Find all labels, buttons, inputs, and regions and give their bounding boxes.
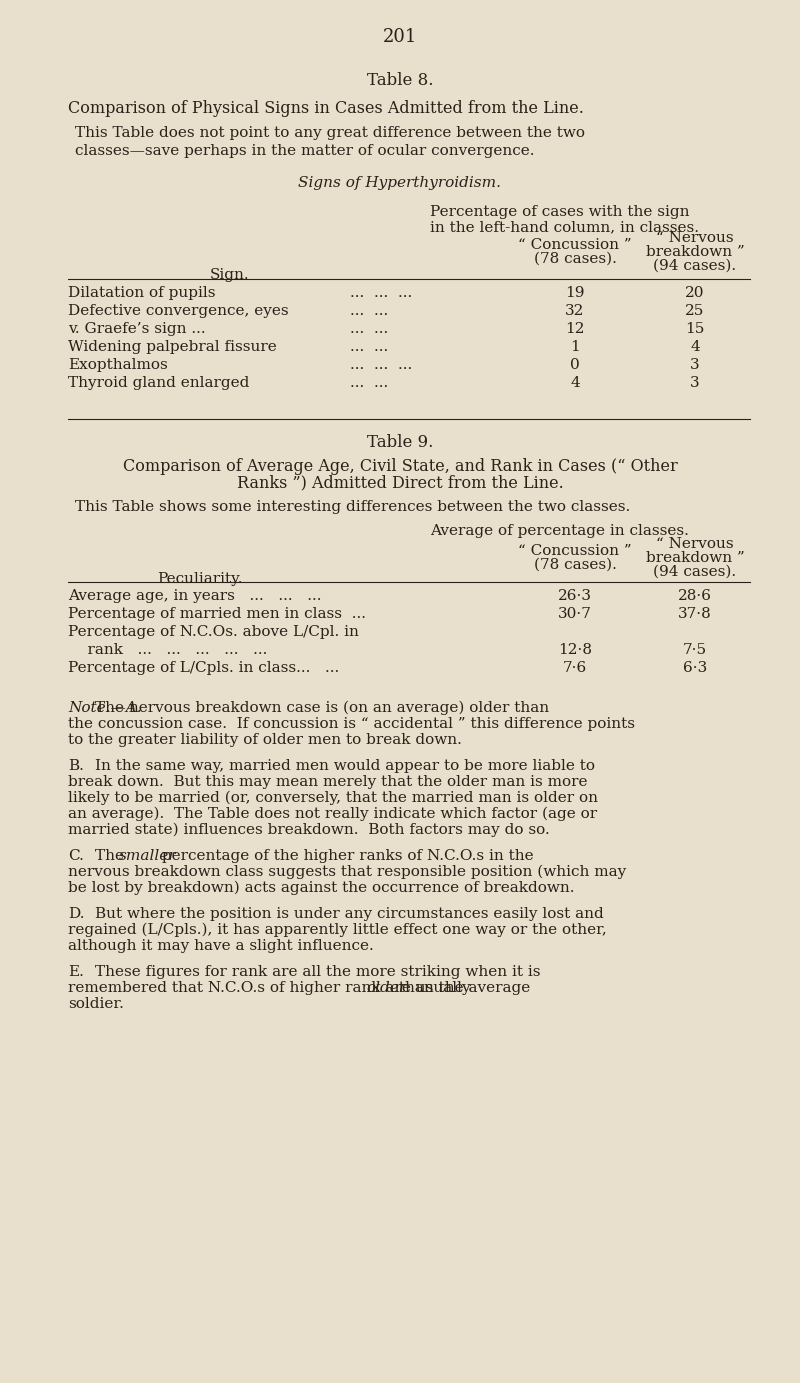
Text: Ranks ”) Admitted Direct from the Line.: Ranks ”) Admitted Direct from the Line.	[237, 474, 563, 491]
Text: 15: 15	[686, 322, 705, 336]
Text: 7·5: 7·5	[683, 643, 707, 657]
Text: v. Graefe’s sign ...: v. Graefe’s sign ...	[68, 322, 206, 336]
Text: 32: 32	[566, 304, 585, 318]
Text: 12·8: 12·8	[558, 643, 592, 657]
Text: rank   ...   ...   ...   ...   ...: rank ... ... ... ... ...	[68, 643, 267, 657]
Text: Percentage of N.C.Os. above L/Cpl. in: Percentage of N.C.Os. above L/Cpl. in	[68, 625, 359, 639]
Text: ...  ...: ... ...	[350, 340, 388, 354]
Text: Dilatation of pupils: Dilatation of pupils	[68, 286, 215, 300]
Text: Comparison of Physical Signs in Cases Admitted from the Line.: Comparison of Physical Signs in Cases Ad…	[68, 100, 584, 118]
Text: 12: 12	[566, 322, 585, 336]
Text: This Table shows some interesting differences between the two classes.: This Table shows some interesting differ…	[75, 501, 630, 514]
Text: “ Concussion ”: “ Concussion ”	[518, 238, 632, 252]
Text: “ Nervous: “ Nervous	[656, 537, 734, 550]
Text: break down.  But this may mean merely that the older man is more: break down. But this may mean merely tha…	[68, 774, 587, 788]
Text: 4: 4	[690, 340, 700, 354]
Text: 201: 201	[383, 28, 417, 46]
Text: The nervous breakdown case is (on an average) older than: The nervous breakdown case is (on an ave…	[95, 701, 549, 715]
Text: 37·8: 37·8	[678, 607, 712, 621]
Text: (78 cases).: (78 cases).	[534, 557, 617, 573]
Text: Thyroid gland enlarged: Thyroid gland enlarged	[68, 376, 250, 390]
Text: smaller: smaller	[118, 849, 176, 863]
Text: ...  ...: ... ...	[350, 376, 388, 390]
Text: 28·6: 28·6	[678, 589, 712, 603]
Text: regained (L/Cpls.), it has apparently little effect one way or the other,: regained (L/Cpls.), it has apparently li…	[68, 922, 606, 938]
Text: 1: 1	[570, 340, 580, 354]
Text: soldier.: soldier.	[68, 997, 124, 1011]
Text: Peculiarity.: Peculiarity.	[158, 573, 242, 586]
Text: B.: B.	[68, 759, 84, 773]
Text: Percentage of L/Cpls. in class...   ...: Percentage of L/Cpls. in class... ...	[68, 661, 339, 675]
Text: (94 cases).: (94 cases).	[654, 259, 737, 272]
Text: ...  ...: ... ...	[350, 322, 388, 336]
Text: 3: 3	[690, 358, 700, 372]
Text: D.: D.	[68, 907, 85, 921]
Text: nervous breakdown class suggests that responsible position (which may: nervous breakdown class suggests that re…	[68, 864, 626, 880]
Text: although it may have a slight influence.: although it may have a slight influence.	[68, 939, 374, 953]
Text: In the same way, married men would appear to be more liable to: In the same way, married men would appea…	[95, 759, 595, 773]
Text: 7·6: 7·6	[563, 661, 587, 675]
Text: (94 cases).: (94 cases).	[654, 566, 737, 579]
Text: 0: 0	[570, 358, 580, 372]
Text: 26·3: 26·3	[558, 589, 592, 603]
Text: 6·3: 6·3	[683, 661, 707, 675]
Text: 30·7: 30·7	[558, 607, 592, 621]
Text: Exopthalmos: Exopthalmos	[68, 358, 168, 372]
Text: Average of percentage in classes.: Average of percentage in classes.	[430, 524, 689, 538]
Text: to the greater liability of older men to break down.: to the greater liability of older men to…	[68, 733, 462, 747]
Text: C.: C.	[68, 849, 84, 863]
Text: 19: 19	[566, 286, 585, 300]
Text: Comparison of Average Age, Civil State, and Rank in Cases (“ Other: Comparison of Average Age, Civil State, …	[122, 458, 678, 474]
Text: Percentage of cases with the sign: Percentage of cases with the sign	[430, 205, 690, 219]
Text: E.: E.	[68, 965, 84, 979]
Text: “ Concussion ”: “ Concussion ”	[518, 544, 632, 557]
Text: 4: 4	[570, 376, 580, 390]
Text: in the left-hand column, in classes.: in the left-hand column, in classes.	[430, 220, 699, 234]
Text: 20: 20	[686, 286, 705, 300]
Text: Widening palpebral fissure: Widening palpebral fissure	[68, 340, 277, 354]
Text: remembered that N.C.O.s of higher rank are usually: remembered that N.C.O.s of higher rank a…	[68, 981, 475, 994]
Text: The: The	[95, 849, 129, 863]
Text: married state) influences breakdown.  Both factors may do so.: married state) influences breakdown. Bot…	[68, 823, 550, 837]
Text: ...  ...  ...: ... ... ...	[350, 286, 412, 300]
Text: Average age, in years   ...   ...   ...: Average age, in years ... ... ...	[68, 589, 322, 603]
Text: Signs of Hyperthyroidism.: Signs of Hyperthyroidism.	[298, 176, 502, 189]
Text: This Table does not point to any great difference between the two: This Table does not point to any great d…	[75, 126, 585, 140]
Text: percentage of the higher ranks of N.C.O.s in the: percentage of the higher ranks of N.C.O.…	[157, 849, 534, 863]
Text: Defective convergence, eyes: Defective convergence, eyes	[68, 304, 289, 318]
Text: breakdown ”: breakdown ”	[646, 550, 744, 566]
Text: “ Nervous: “ Nervous	[656, 231, 734, 245]
Text: classes—save perhaps in the matter of ocular convergence.: classes—save perhaps in the matter of oc…	[75, 144, 534, 158]
Text: older: older	[366, 981, 406, 994]
Text: the concussion case.  If concussion is “ accidental ” this difference points: the concussion case. If concussion is “ …	[68, 716, 635, 732]
Text: breakdown ”: breakdown ”	[646, 245, 744, 259]
Text: 3: 3	[690, 376, 700, 390]
Text: (78 cases).: (78 cases).	[534, 252, 617, 266]
Text: Percentage of married men in class  ...: Percentage of married men in class ...	[68, 607, 366, 621]
Text: Table 8.: Table 8.	[366, 72, 434, 89]
Text: be lost by breakdown) acts against the occurrence of breakdown.: be lost by breakdown) acts against the o…	[68, 881, 574, 895]
Text: likely to be married (or, conversely, that the married man is older on: likely to be married (or, conversely, th…	[68, 791, 598, 805]
Text: ...  ...  ...: ... ... ...	[350, 358, 412, 372]
Text: These figures for rank are all the more striking when it is: These figures for rank are all the more …	[95, 965, 541, 979]
Text: Sign.: Sign.	[210, 268, 250, 282]
Text: But where the position is under any circumstances easily lost and: But where the position is under any circ…	[95, 907, 604, 921]
Text: than the average: than the average	[394, 981, 530, 994]
Text: ...  ...: ... ...	[350, 304, 388, 318]
Text: an average).  The Table does not really indicate which factor (age or: an average). The Table does not really i…	[68, 808, 597, 822]
Text: Note.—A.: Note.—A.	[68, 701, 142, 715]
Text: Table 9.: Table 9.	[367, 434, 433, 451]
Text: 25: 25	[686, 304, 705, 318]
